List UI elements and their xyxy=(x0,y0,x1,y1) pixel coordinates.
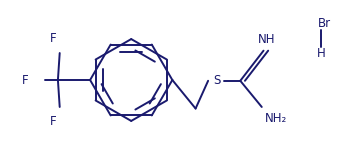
Text: NH₂: NH₂ xyxy=(265,112,287,125)
Text: F: F xyxy=(50,115,57,128)
Text: H: H xyxy=(316,47,325,60)
Text: Br: Br xyxy=(318,17,331,30)
Text: NH: NH xyxy=(258,33,276,46)
Text: S: S xyxy=(213,74,221,87)
Text: F: F xyxy=(50,32,57,45)
Text: F: F xyxy=(22,73,28,87)
